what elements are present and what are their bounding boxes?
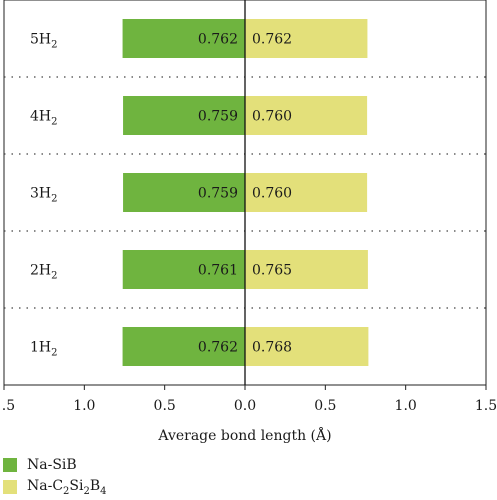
legend-swatch-na-c2si2b4 <box>3 480 17 495</box>
bar-na-c2si2b4 <box>245 250 368 289</box>
bar-na-c2si2b4 <box>245 19 368 58</box>
bar-value-label: 0.761 <box>198 263 238 279</box>
x-tick-label: 1.5 <box>475 398 497 414</box>
x-tick-label: 0.5 <box>154 398 176 414</box>
legend-label-na-sib: Na-SiB <box>27 457 77 473</box>
bar-value-label: 0.760 <box>252 109 292 125</box>
bond-length-chart: 5H2 0.762 0.762 4H2 0.759 0.760 3H2 0.759 0.760 2… <box>0 0 497 444</box>
bar-value-label: 0.765 <box>252 263 292 279</box>
bar-na-c2si2b4 <box>245 173 368 212</box>
bar-na-sib <box>123 173 245 212</box>
category-label: 3H2 <box>30 186 58 205</box>
x-tick-label: 1.0 <box>395 398 417 414</box>
bar-value-label: 0.762 <box>198 32 238 48</box>
x-axis-title: Average bond length (Å) <box>157 426 331 444</box>
category-label: 5H2 <box>30 32 58 51</box>
legend-item-na-sib: Na-SiB <box>3 457 77 473</box>
x-tick-label: 1.5 <box>0 398 15 414</box>
legend-item-na-c2si2b4: Na-C2Si2B4 <box>3 478 107 497</box>
category-label: 2H2 <box>30 263 58 282</box>
category-label: 1H2 <box>30 340 58 359</box>
bar-na-sib <box>123 96 245 135</box>
bar-na-sib <box>122 250 245 289</box>
bar-value-label: 0.759 <box>198 186 238 202</box>
legend-swatch-na-sib <box>3 458 17 472</box>
bar-na-sib <box>122 19 245 58</box>
bar-na-c2si2b4 <box>245 96 368 135</box>
x-tick-label: 0.0 <box>234 398 256 414</box>
bar-value-label: 0.762 <box>252 32 292 48</box>
x-tick-label: 0.5 <box>314 398 336 414</box>
legend-label-na-c2si2b4: Na-C2Si2B4 <box>27 478 107 497</box>
bar-value-label: 0.759 <box>198 109 238 125</box>
bar-value-label: 0.768 <box>252 340 292 356</box>
category-label: 4H2 <box>30 109 58 128</box>
bar-value-label: 0.760 <box>252 186 292 202</box>
bar-na-sib <box>122 327 245 366</box>
x-tick-label: 1.0 <box>73 398 95 414</box>
plot-area: 5H2 0.762 0.762 4H2 0.759 0.760 3H2 0.759 0.760 2… <box>0 0 497 444</box>
bar-na-c2si2b4 <box>245 327 369 366</box>
bar-value-label: 0.762 <box>198 340 238 356</box>
